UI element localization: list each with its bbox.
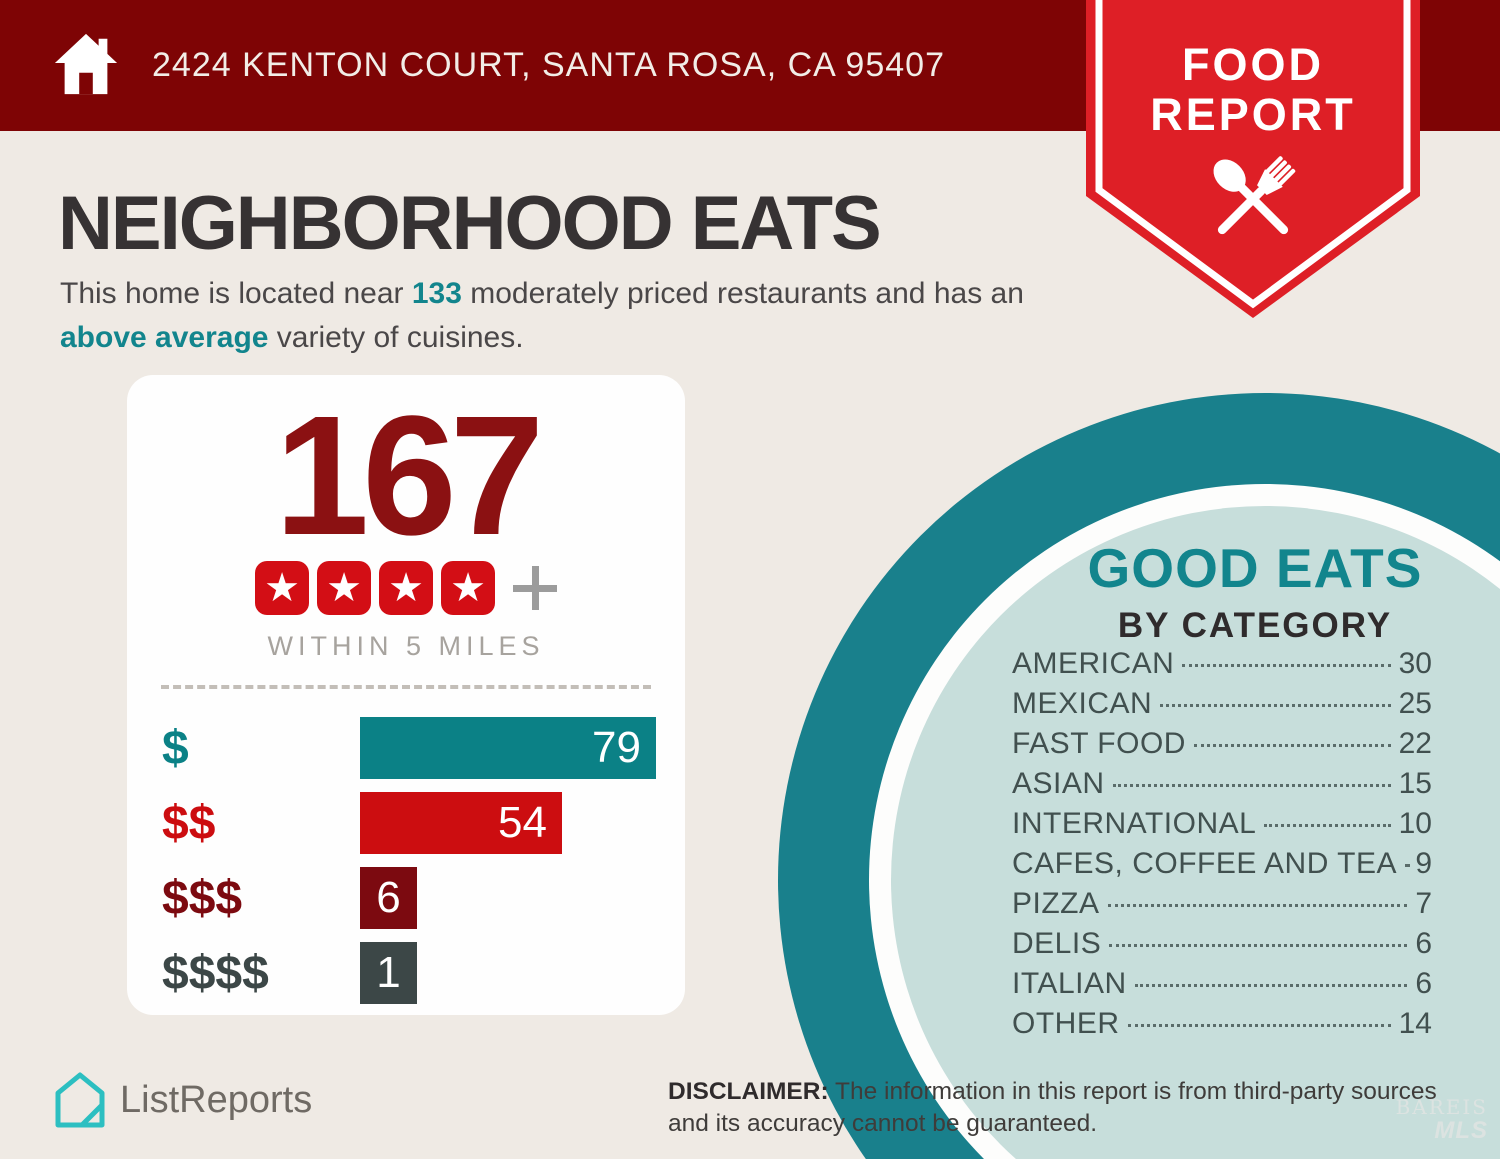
- intro-text-part3: variety of cuisines.: [268, 320, 524, 354]
- category-name: AMERICAN: [1012, 647, 1175, 680]
- category-row: ITALIAN 6: [1012, 967, 1432, 1007]
- category-name: DELIS: [1012, 927, 1102, 960]
- price-tier-label: $$: [162, 796, 216, 850]
- category-row: CAFES, COFFEE AND TEA 9: [1012, 847, 1432, 887]
- price-tier-row: $ 79: [162, 717, 657, 779]
- dotted-leader: [1193, 744, 1391, 747]
- price-tier-bar: 1: [360, 942, 417, 1004]
- page-title: NEIGHBORHOOD EATS: [58, 181, 882, 266]
- dashed-divider: [161, 685, 651, 689]
- category-row: MEXICAN 25: [1012, 687, 1432, 727]
- price-tier-label: $$$: [162, 871, 243, 925]
- star-icon: ★: [317, 561, 371, 615]
- dotted-leader: [1112, 784, 1391, 787]
- good-eats-title: GOOD EATS: [1087, 537, 1423, 599]
- watermark-line1: BAREIS: [1395, 1095, 1488, 1119]
- category-name: INTERNATIONAL: [1012, 807, 1257, 840]
- category-value: 6: [1415, 967, 1432, 1000]
- price-tier-row: $$$ 6: [162, 867, 657, 929]
- category-value: 25: [1398, 687, 1432, 720]
- category-row: OTHER 14: [1012, 1007, 1432, 1047]
- category-name: FAST FOOD: [1012, 727, 1186, 760]
- disclaimer-label: DISCLAIMER:: [668, 1078, 829, 1105]
- category-name: ITALIAN: [1012, 967, 1127, 1000]
- disclaimer: DISCLAIMER: The information in this repo…: [668, 1076, 1474, 1141]
- dotted-leader: [1107, 904, 1408, 907]
- price-tier-label: $: [162, 721, 189, 775]
- intro-text: This home is located near 133 moderately…: [60, 272, 1060, 359]
- category-value: 14: [1398, 1007, 1432, 1040]
- listreports-brand: ListReports: [55, 1072, 312, 1128]
- price-tier-bar: 6: [360, 867, 417, 929]
- price-tier-value: 79: [592, 723, 641, 772]
- price-tier-value: 6: [376, 873, 401, 922]
- category-value: 15: [1398, 767, 1432, 800]
- dotted-leader: [1182, 664, 1391, 667]
- good-eats-subtitle: BY CATEGORY: [1117, 606, 1393, 645]
- category-value: 6: [1415, 927, 1432, 960]
- house-icon: [54, 33, 118, 95]
- price-tier-bar: 54: [360, 792, 562, 854]
- disclaimer-text: The information in this report is from t…: [668, 1078, 1437, 1138]
- star-icon: ★: [255, 561, 309, 615]
- star-icon: ★: [441, 561, 495, 615]
- within-miles-label: WITHIN 5 MILES: [267, 631, 545, 661]
- star-icon: ★: [379, 561, 433, 615]
- crossed-spoon-fork-icon: [1213, 156, 1296, 235]
- price-tier-bar: 79: [360, 717, 656, 779]
- property-address: 2424 KENTON COURT, SANTA ROSA, CA 95407: [152, 46, 945, 84]
- dotted-leader: [1134, 984, 1408, 987]
- dotted-leader: [1405, 864, 1408, 867]
- ribbon-title: FOOD REPORT: [1086, 40, 1420, 139]
- dotted-leader: [1160, 704, 1391, 707]
- category-name: MEXICAN: [1012, 687, 1153, 720]
- price-tier-row: $$$$ 1: [162, 942, 657, 1004]
- category-name: PIZZA: [1012, 887, 1100, 920]
- brand-name: ListReports: [120, 1078, 313, 1121]
- category-row: PIZZA 7: [1012, 887, 1432, 927]
- star-rating: ★ ★ ★ ★: [255, 561, 495, 615]
- food-report-ribbon: FOOD REPORT: [1086, 0, 1420, 324]
- price-tier-value: 54: [498, 798, 547, 847]
- dotted-leader: [1127, 1024, 1391, 1027]
- category-value: 9: [1415, 847, 1432, 880]
- restaurant-stats-card: 167 ★ ★ ★ ★ WITHIN 5 MILES $ 79 $$ 54 $$$ 6…: [127, 375, 685, 1015]
- listreports-logo-icon: [55, 1072, 105, 1128]
- dotted-leader: [1264, 824, 1391, 827]
- good-eats-header: GOOD EATS BY CATEGORY: [1020, 536, 1490, 646]
- ribbon-title-line2: REPORT: [1150, 88, 1356, 140]
- category-name: OTHER: [1012, 1007, 1120, 1040]
- rating-row: ★ ★ ★ ★: [127, 561, 685, 615]
- category-value: 22: [1398, 727, 1432, 760]
- intro-text-part2: moderately priced restaurants and has an: [461, 277, 1024, 310]
- price-tier-value: 1: [376, 948, 401, 997]
- price-tier-row: $$ 54: [162, 792, 657, 854]
- category-row: AMERICAN 30: [1012, 647, 1432, 687]
- intro-text-part1: This home is located near: [60, 277, 412, 310]
- category-value: 10: [1398, 807, 1432, 840]
- category-row: ASIAN 15: [1012, 767, 1432, 807]
- ribbon-shape: [1086, 0, 1420, 318]
- bareis-mls-watermark: BAREIS MLS: [1396, 1095, 1488, 1145]
- watermark-line2: MLS: [1434, 1117, 1488, 1144]
- restaurant-count-highlight: 133: [411, 277, 462, 310]
- category-value: 30: [1398, 647, 1432, 680]
- price-tier-chart: $ 79 $$ 54 $$$ 6 $$$$ 1: [162, 717, 657, 1017]
- category-name: ASIAN: [1012, 767, 1105, 800]
- variety-highlight: above average: [60, 320, 269, 354]
- category-name: CAFES, COFFEE AND TEA: [1012, 847, 1398, 880]
- category-row: INTERNATIONAL 10: [1012, 807, 1432, 847]
- dotted-leader: [1109, 944, 1408, 947]
- category-list: AMERICAN 30 MEXICAN 25 FAST FOOD 22 ASIAN 15…: [1012, 647, 1432, 1047]
- category-value: 7: [1415, 887, 1432, 920]
- price-tier-label: $$$$: [162, 946, 269, 1000]
- category-row: DELIS 6: [1012, 927, 1432, 967]
- plus-icon: [513, 566, 557, 610]
- restaurant-count: 167: [274, 381, 545, 571]
- ribbon-title-line1: FOOD: [1182, 39, 1324, 90]
- category-row: FAST FOOD 22: [1012, 727, 1432, 767]
